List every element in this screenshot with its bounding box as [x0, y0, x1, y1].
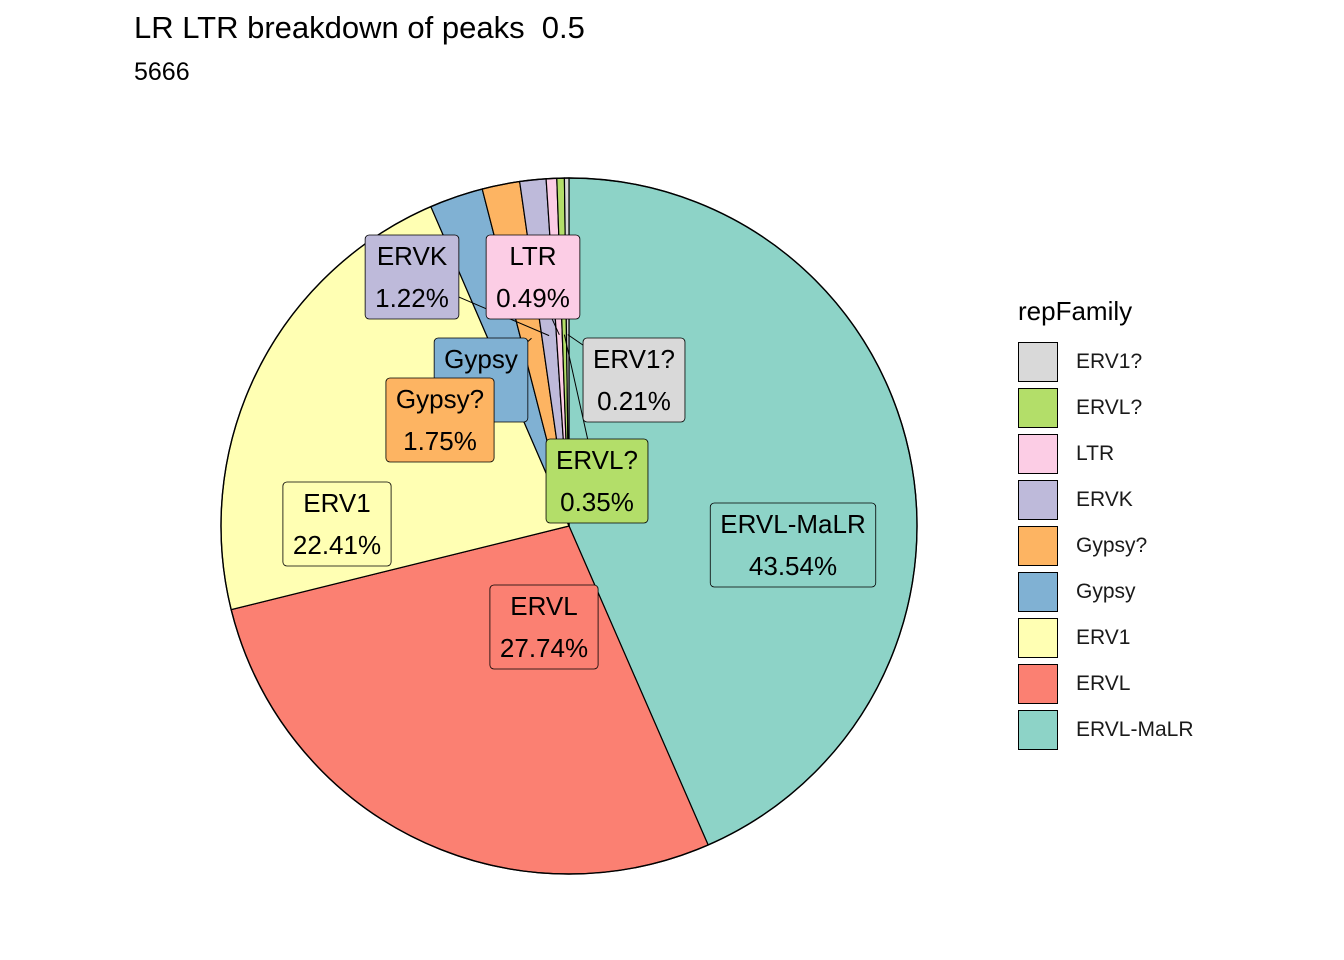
- legend-label: ERV1: [1076, 626, 1131, 649]
- slice-label-box: [364, 234, 460, 320]
- slice-label-name: LTR: [509, 241, 556, 271]
- legend-item-erv1-q: ERV1?: [1018, 339, 1194, 385]
- legend-label: ERVL-MaLR: [1076, 718, 1194, 741]
- slice-label-name: ERV1: [303, 488, 370, 518]
- slice-label-name: ERVL: [510, 591, 577, 621]
- legend-label: LTR: [1076, 442, 1115, 465]
- slice-label-percent: 27.74%: [500, 633, 588, 663]
- slice-label-percent: 0.35%: [560, 487, 634, 517]
- legend-label: Gypsy?: [1076, 534, 1148, 557]
- chart-title: LR LTR breakdown of peaks 0.5: [134, 10, 585, 45]
- slice-label-gypsy-q: Gypsy? 1.75%: [385, 377, 495, 463]
- legend-key: [1018, 434, 1058, 474]
- legend-title: repFamily: [1018, 296, 1133, 326]
- slice-label-name: Gypsy: [444, 344, 518, 374]
- slice-label-box: [385, 377, 495, 463]
- slice-label-box: [709, 502, 877, 588]
- legend-label: ERVL?: [1076, 396, 1143, 419]
- slice-label-percent: 43.54%: [749, 551, 837, 581]
- slice-label-box: [582, 337, 686, 423]
- legend-key: [1018, 342, 1058, 382]
- slice-label-box: [282, 481, 392, 567]
- legend-key: [1018, 618, 1058, 658]
- slice-label-name: ERVL-MaLR: [720, 509, 865, 539]
- slice-label-name: ERVL?: [556, 445, 638, 475]
- slice-label-ervl-q: ERVL? 0.35%: [545, 438, 649, 524]
- legend-item-ervl: ERVL: [1018, 661, 1194, 707]
- slice-label-erv1-q: ERV1? 0.21%: [582, 337, 686, 423]
- slice-label-name: ERV1?: [593, 344, 675, 374]
- slice-label-box: [545, 438, 649, 524]
- legend-item-gypsy-q: Gypsy?: [1018, 523, 1194, 569]
- slice-label-percent: 1.75%: [403, 426, 477, 456]
- legend-key: [1018, 664, 1058, 704]
- legend-item-erv1: ERV1: [1018, 615, 1194, 661]
- legend-item-ervl-q: ERVL?: [1018, 385, 1194, 431]
- legend-key: [1018, 572, 1058, 612]
- legend-label: ERV1?: [1076, 350, 1143, 373]
- legend-item-ltr: LTR: [1018, 431, 1194, 477]
- slice-label-percent: 22.41%: [293, 530, 381, 560]
- slice-label-percent: 0.21%: [597, 386, 671, 416]
- slice-label-box: [489, 584, 599, 670]
- slice-label-percent: 1.22%: [375, 283, 449, 313]
- legend-label: ERVK: [1076, 488, 1133, 511]
- legend-key: [1018, 710, 1058, 750]
- legend-key: [1018, 526, 1058, 566]
- slice-label-name: ERVK: [377, 241, 448, 271]
- pie-outline: [220, 177, 918, 875]
- slice-label-ervl-malr: ERVL-MaLR 43.54%: [709, 502, 877, 588]
- chart-subtitle: 5666: [134, 58, 190, 86]
- slice-labels: ERVL-MaLR 43.54% ERVL 27.74% ERV1 22.41% ERVL?…: [282, 234, 877, 670]
- slice-label-percent: 0.49%: [496, 283, 570, 313]
- legend-key: [1018, 480, 1058, 520]
- slice-label-ltr: LTR 0.49%: [485, 234, 581, 320]
- slice-label-name: Gypsy?: [396, 384, 484, 414]
- legend: repFamily ERV1? ERVL? LTR ERVK Gypsy? Gypsy ER…: [1018, 296, 1194, 753]
- legend-label: ERVL: [1076, 672, 1131, 695]
- slice-label-ervk: ERVK 1.22%: [364, 234, 460, 320]
- legend-item-gypsy: Gypsy: [1018, 569, 1194, 615]
- legend-key: [1018, 388, 1058, 428]
- legend-items: ERV1? ERVL? LTR ERVK Gypsy? Gypsy ERV1 ERVL ERVL…: [1018, 339, 1194, 753]
- slice-label-box: [485, 234, 581, 320]
- slice-label-erv1: ERV1 22.41%: [282, 481, 392, 567]
- legend-label: Gypsy: [1076, 580, 1136, 603]
- legend-item-ervl-malr: ERVL-MaLR: [1018, 707, 1194, 753]
- legend-item-ervk: ERVK: [1018, 477, 1194, 523]
- slice-label-ervl: ERVL 27.74%: [489, 584, 599, 670]
